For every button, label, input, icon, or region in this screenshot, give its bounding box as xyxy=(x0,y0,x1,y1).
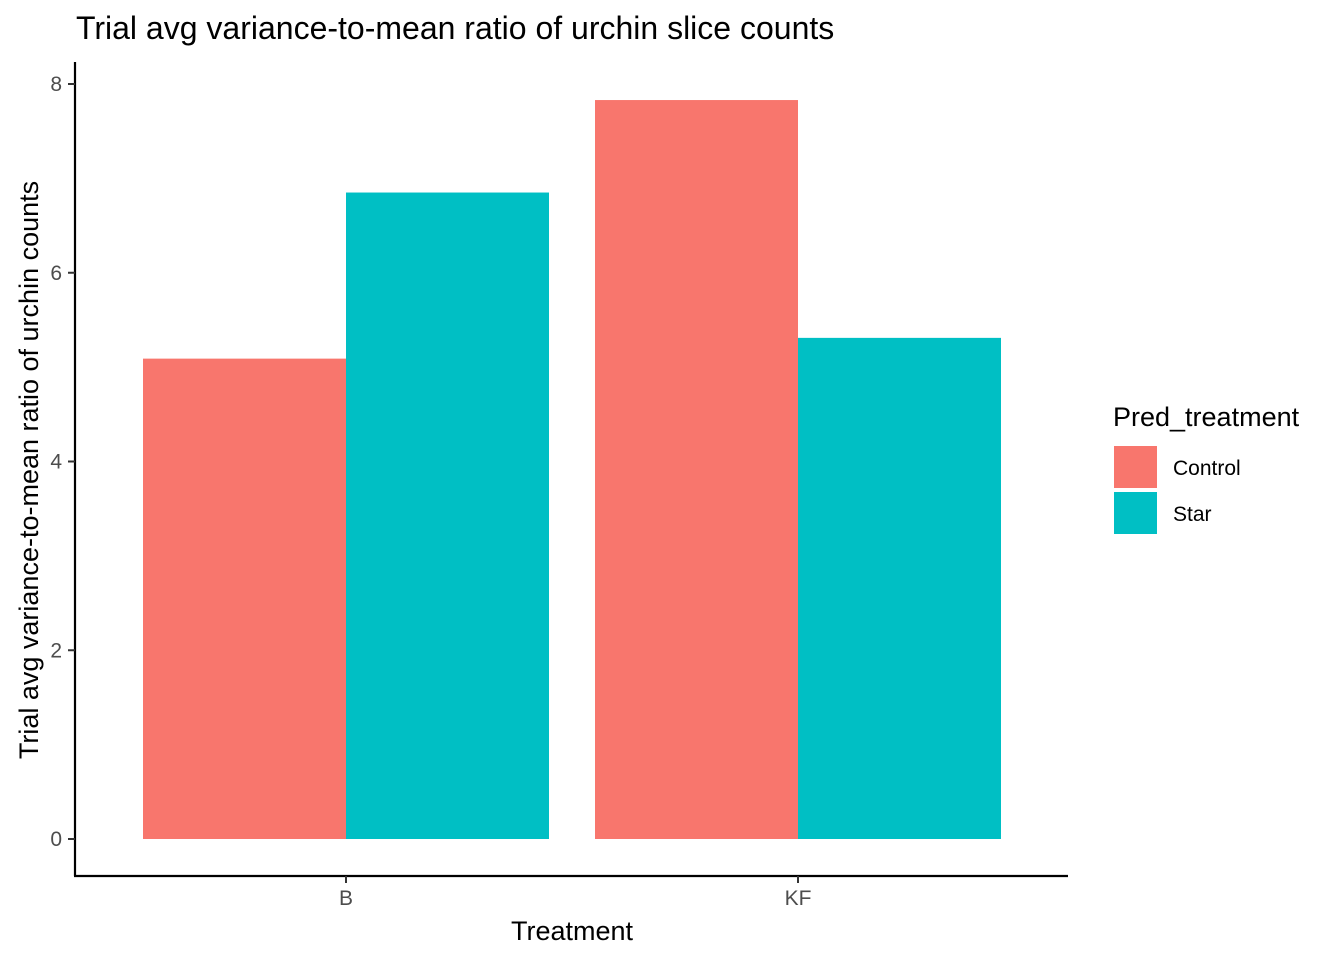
y-axis-title: Trial avg variance-to-mean ratio of urch… xyxy=(14,181,44,759)
bar-kf-control xyxy=(595,100,798,839)
y-tick-label: 6 xyxy=(50,262,62,285)
plot-area xyxy=(143,100,1001,839)
x-tick-label: B xyxy=(339,887,353,910)
legend-label-star: Star xyxy=(1173,503,1212,526)
legend-label-control: Control xyxy=(1173,457,1241,480)
y-tick-label: 8 xyxy=(50,73,62,96)
x-tick-label: KF xyxy=(785,887,812,910)
bar-kf-star xyxy=(798,337,1001,839)
legend: Pred_treatment Control Star xyxy=(1113,402,1300,534)
y-tick-label: 4 xyxy=(50,451,62,474)
axes: 0 2 4 6 8 B KF xyxy=(50,62,1068,910)
chart-title: Trial avg variance-to-mean ratio of urch… xyxy=(76,10,834,46)
legend-swatch-control xyxy=(1114,446,1157,488)
legend-title: Pred_treatment xyxy=(1113,402,1300,432)
bar-b-control xyxy=(143,358,346,839)
bar-b-star xyxy=(346,192,549,839)
y-tick-label: 2 xyxy=(50,639,62,662)
y-tick-label: 0 xyxy=(50,828,62,851)
legend-swatch-star xyxy=(1114,492,1157,534)
x-axis-title: Treatment xyxy=(511,916,634,946)
